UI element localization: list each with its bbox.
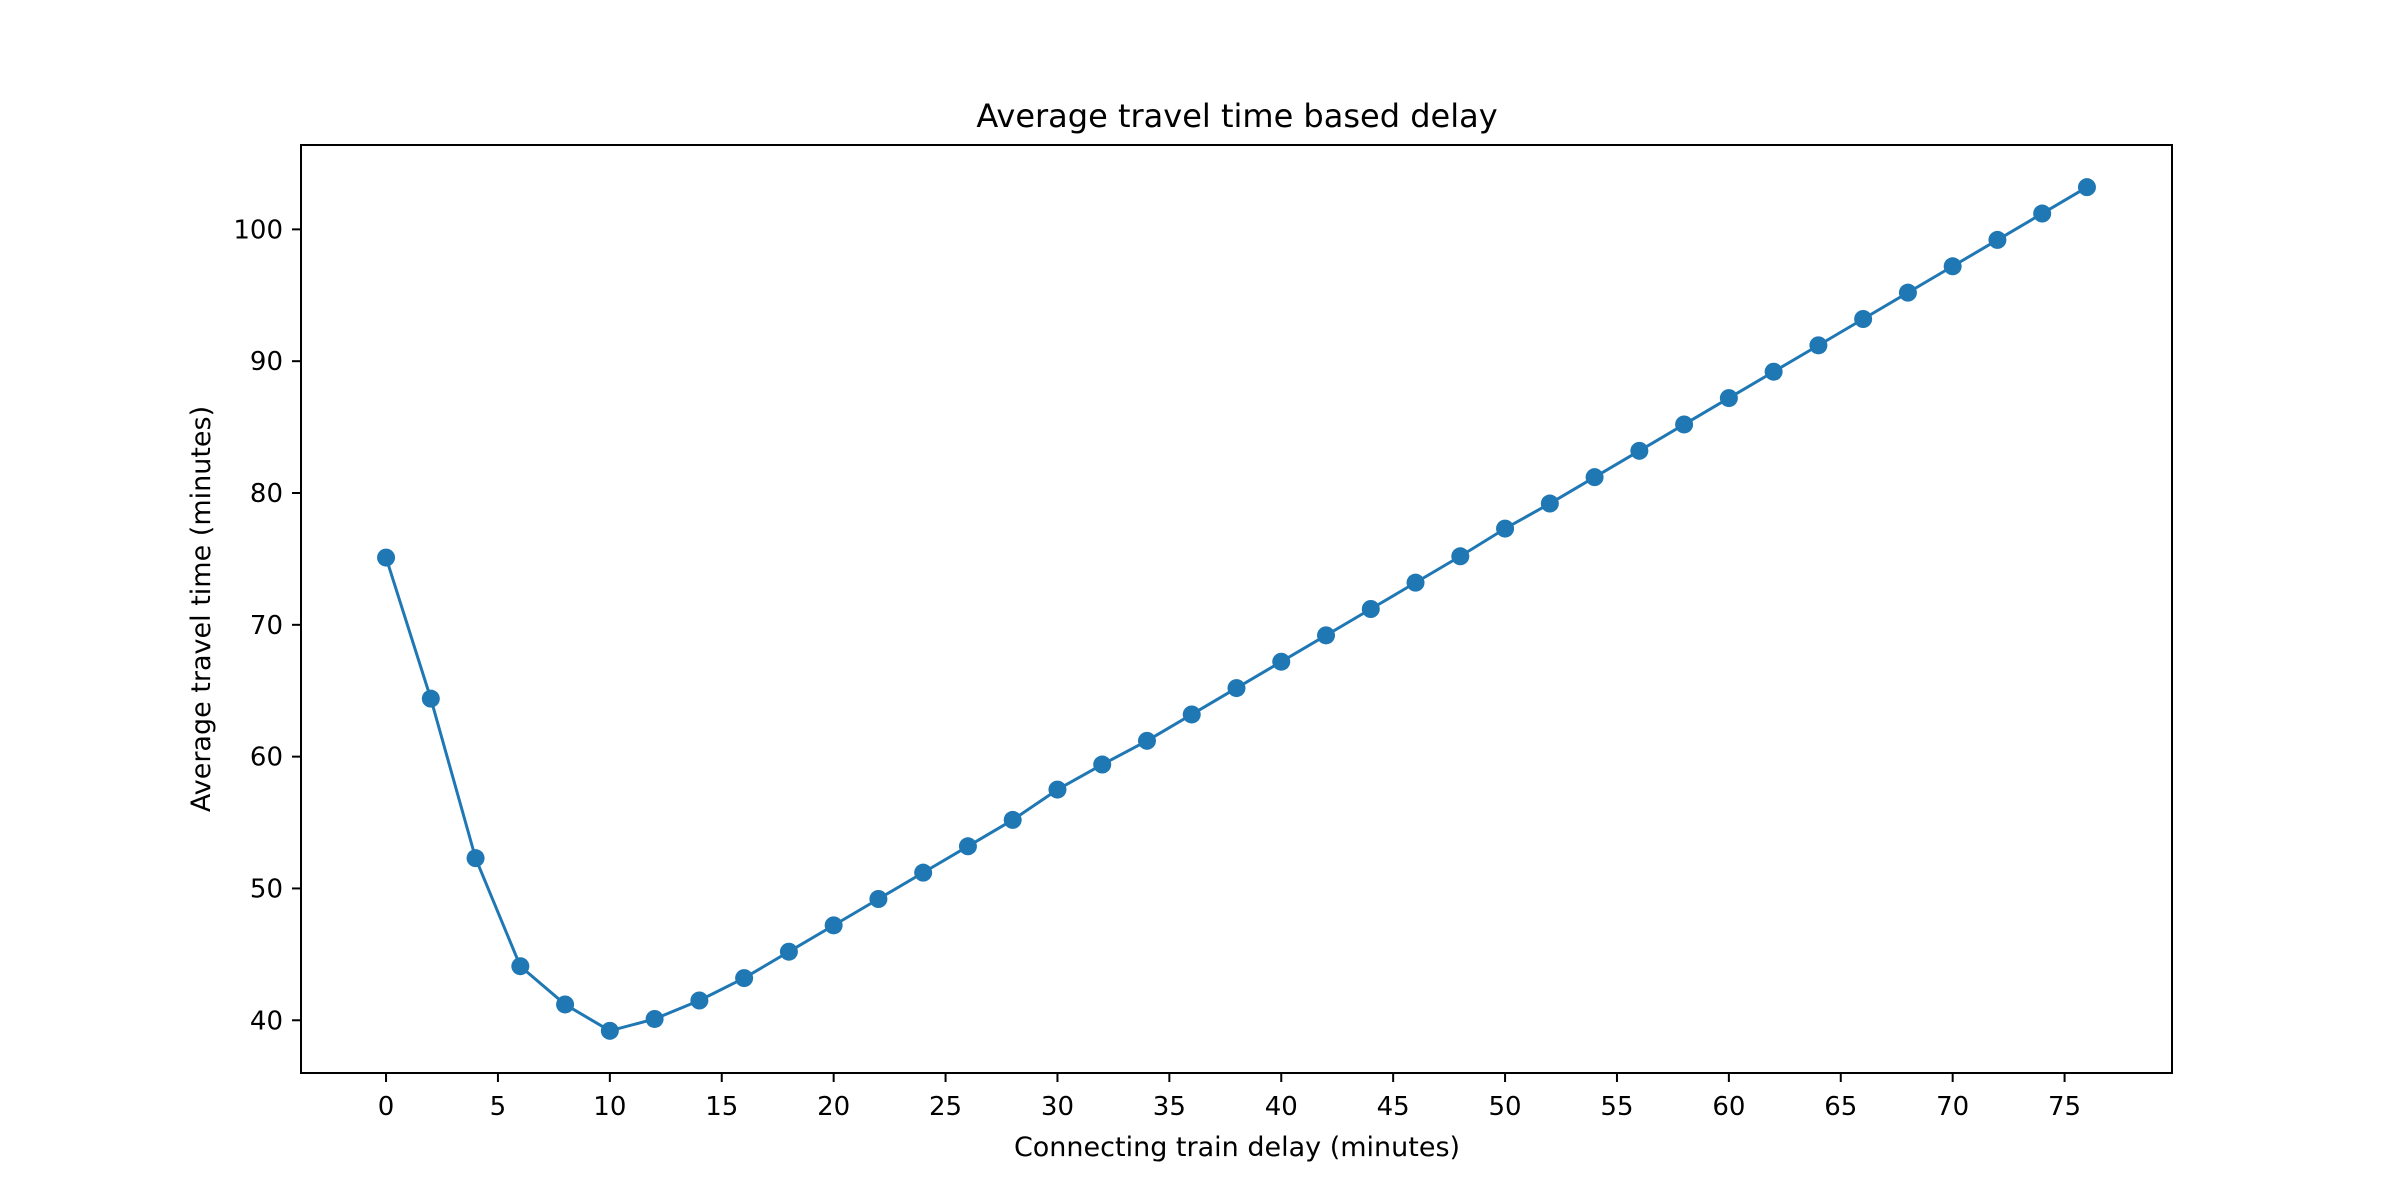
data-point — [1317, 626, 1336, 645]
x-tick-label: 70 — [1936, 1092, 1969, 1122]
data-point — [1988, 230, 2007, 249]
data-point — [466, 849, 485, 868]
data-point — [735, 969, 754, 988]
data-point — [421, 689, 440, 708]
data-point — [914, 863, 933, 882]
data-point — [1451, 547, 1470, 566]
x-tick-label: 15 — [705, 1092, 738, 1122]
x-tick-label: 55 — [1600, 1092, 1633, 1122]
data-point — [1272, 652, 1291, 671]
y-tick-label: 50 — [250, 874, 283, 904]
x-tick-label: 60 — [1712, 1092, 1745, 1122]
y-tick-label: 80 — [250, 479, 283, 509]
data-point — [1764, 362, 1783, 381]
y-tick-label: 90 — [250, 347, 283, 377]
data-point — [1630, 441, 1649, 460]
data-point — [2077, 178, 2096, 197]
y-tick-label: 70 — [250, 611, 283, 641]
data-point — [824, 916, 843, 935]
data-point — [1585, 468, 1604, 487]
data-point — [1719, 389, 1738, 408]
data-point — [869, 890, 888, 908]
x-tick-label: 10 — [593, 1092, 626, 1122]
data-point — [958, 837, 977, 856]
data-point — [511, 957, 530, 976]
y-axis-label: Average travel time (minutes) — [186, 406, 217, 812]
data-point — [1898, 283, 1917, 302]
x-tick-label: 25 — [929, 1092, 962, 1122]
data-point — [556, 995, 575, 1014]
x-tick-label: 50 — [1489, 1092, 1522, 1122]
data-point — [1182, 705, 1201, 724]
data-point — [1675, 415, 1694, 434]
x-tick-label: 65 — [1824, 1092, 1857, 1122]
data-point — [1048, 780, 1067, 799]
plot-area — [300, 144, 2173, 1074]
y-tick-label: 40 — [250, 1006, 283, 1036]
data-point — [1540, 494, 1559, 513]
chart-title: Average travel time based delay — [976, 97, 1497, 135]
data-point — [690, 991, 709, 1010]
data-point — [1809, 336, 1828, 355]
x-axis: 0 5 10 15 20 25 30 35 40 45 50 55 60 65 70 75 — [378, 1073, 2081, 1122]
data-point — [1496, 519, 1515, 538]
data-point — [1943, 257, 1962, 276]
data-point — [1227, 679, 1246, 698]
x-tick-label: 45 — [1377, 1092, 1410, 1122]
x-axis-label: Connecting train delay (minutes) — [1014, 1132, 1460, 1163]
data-point — [779, 942, 798, 961]
data-point — [645, 1009, 664, 1028]
data-point — [600, 1021, 619, 1040]
data-point — [2033, 204, 2052, 223]
data-point — [1003, 810, 1022, 829]
data-point — [1854, 310, 1873, 328]
data-point — [1137, 731, 1156, 750]
y-axis: 40 50 60 70 80 90 100 — [233, 215, 301, 1036]
data-point — [377, 548, 396, 567]
x-tick-label: 35 — [1153, 1092, 1186, 1122]
y-tick-label: 60 — [250, 743, 283, 773]
y-tick-label: 100 — [233, 215, 283, 245]
x-tick-label: 30 — [1041, 1092, 1074, 1122]
x-tick-label: 40 — [1265, 1092, 1298, 1122]
data-point — [1406, 573, 1425, 592]
x-tick-label: 0 — [378, 1092, 395, 1122]
x-tick-label: 20 — [817, 1092, 850, 1122]
x-tick-label: 5 — [490, 1092, 507, 1122]
data-point — [1361, 600, 1380, 618]
data-point — [1093, 755, 1112, 774]
x-tick-label: 75 — [2048, 1092, 2081, 1122]
series-layer — [377, 178, 2096, 1040]
